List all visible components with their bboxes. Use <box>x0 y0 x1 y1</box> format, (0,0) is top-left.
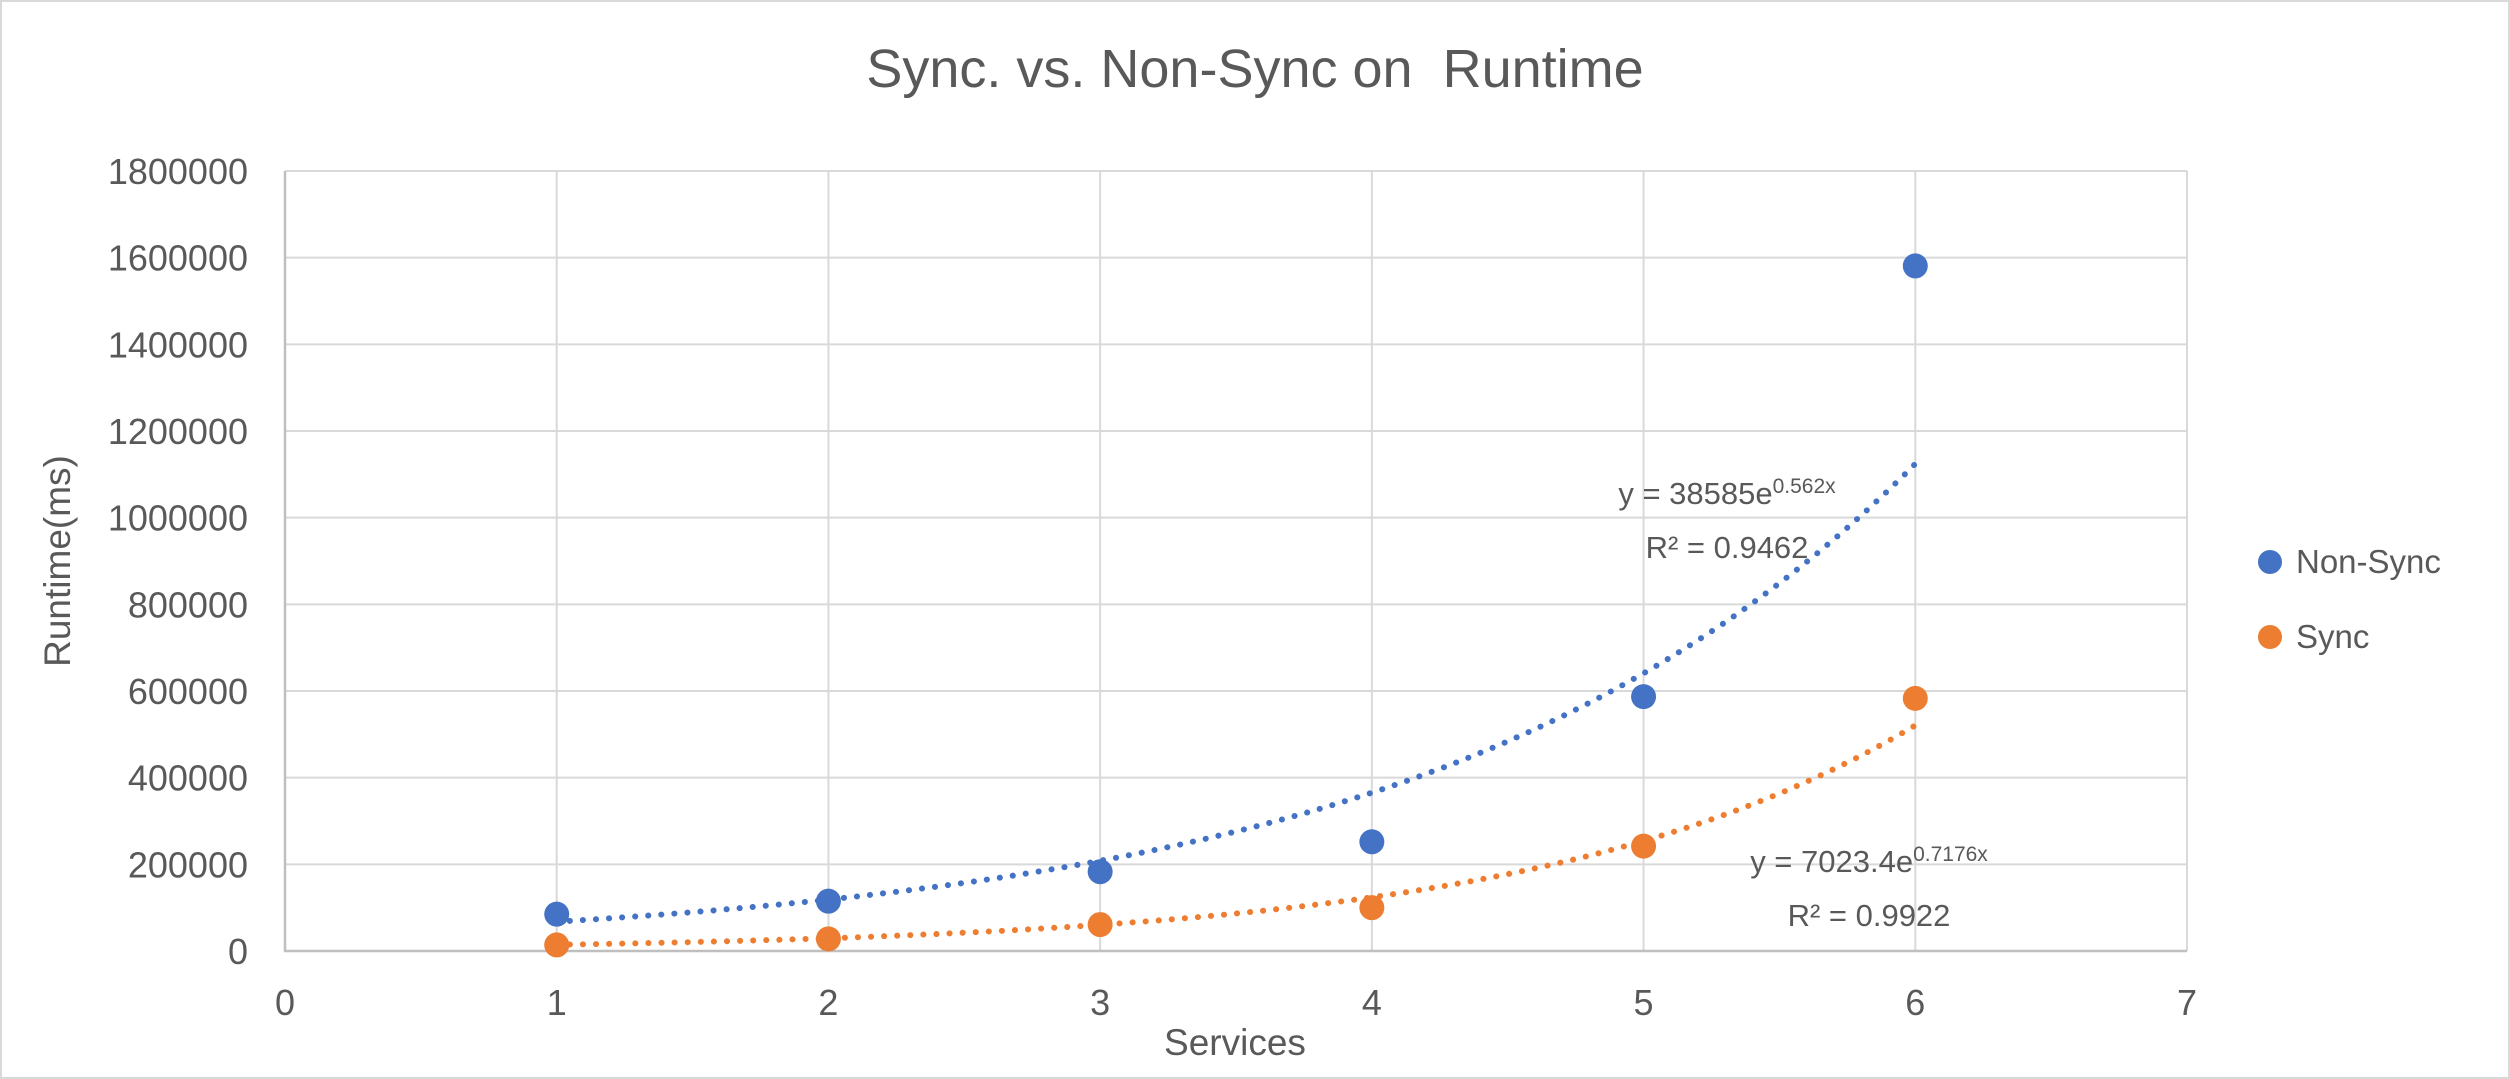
x-tick-label: 7 <box>2177 982 2197 1023</box>
data-point-sync-4 <box>1359 895 1385 921</box>
equation-exponent-sync: 0.7176x <box>1913 843 1988 866</box>
trendline-equation-non-sync: y = 38585e0.562x R² = 0.9462 <box>1512 469 1942 573</box>
data-point-sync-2 <box>815 926 841 952</box>
equation-base-non-sync: y = 38585e <box>1618 476 1773 511</box>
y-tick-label: 400000 <box>128 758 248 799</box>
x-tick-label: 5 <box>1634 982 1654 1023</box>
trendline-non-sync <box>553 460 1919 925</box>
data-point-non-sync-3 <box>1087 859 1113 885</box>
legend-marker-sync-icon <box>2258 625 2282 649</box>
y-tick-label: 0 <box>228 931 248 972</box>
data-point-sync-5 <box>1631 833 1657 859</box>
trendline-equation-sync: y = 7023.4e0.7176x R² = 0.9922 <box>1654 837 2084 941</box>
legend-label-non-sync: Non-Sync <box>2296 543 2441 580</box>
trendline-sync <box>553 722 1919 948</box>
x-tick-label: 2 <box>818 982 838 1023</box>
x-tick-label: 4 <box>1362 982 1382 1023</box>
y-tick-label: 1600000 <box>108 238 248 279</box>
y-tick-label: 200000 <box>128 844 248 885</box>
y-tick-label: 1000000 <box>108 498 248 539</box>
legend-item-non-sync: Non-Sync <box>2258 540 2441 584</box>
equation-exponent-non-sync: 0.562x <box>1772 475 1836 498</box>
r-squared-sync: R² = 0.9922 <box>1787 898 1951 933</box>
equation-base-sync: y = 7023.4e <box>1750 844 1914 879</box>
data-point-sync-6 <box>1902 685 1928 711</box>
y-tick-label: 1400000 <box>108 324 248 365</box>
data-point-non-sync-1 <box>544 901 570 927</box>
x-axis-title: Services <box>1164 1022 1306 1063</box>
y-tick-label: 1200000 <box>108 411 248 452</box>
y-tick-label: 600000 <box>128 671 248 712</box>
data-point-sync-3 <box>1087 912 1113 938</box>
data-point-non-sync-5 <box>1631 684 1657 710</box>
data-point-sync-1 <box>544 932 570 958</box>
legend-item-sync: Sync <box>2258 615 2441 659</box>
x-tick-label: 1 <box>547 982 567 1023</box>
data-point-non-sync-4 <box>1359 829 1385 855</box>
data-point-non-sync-6 <box>1902 253 1928 279</box>
legend-label-sync: Sync <box>2296 618 2370 655</box>
chart-title: Sync. vs. Non-Sync on Runtime <box>866 39 1644 99</box>
x-tick-label: 6 <box>1905 982 1925 1023</box>
y-tick-label: 1800000 <box>108 151 248 192</box>
legend-marker-non-sync-icon <box>2258 550 2282 574</box>
x-tick-label: 3 <box>1090 982 1110 1023</box>
data-point-non-sync-2 <box>815 888 841 914</box>
legend: Non-Sync Sync <box>2258 540 2441 690</box>
y-tick-label: 800000 <box>128 584 248 625</box>
r-squared-non-sync: R² = 0.9462 <box>1645 530 1809 565</box>
y-axis-title: Runtime(ms) <box>37 455 78 667</box>
x-tick-label: 0 <box>275 982 295 1023</box>
